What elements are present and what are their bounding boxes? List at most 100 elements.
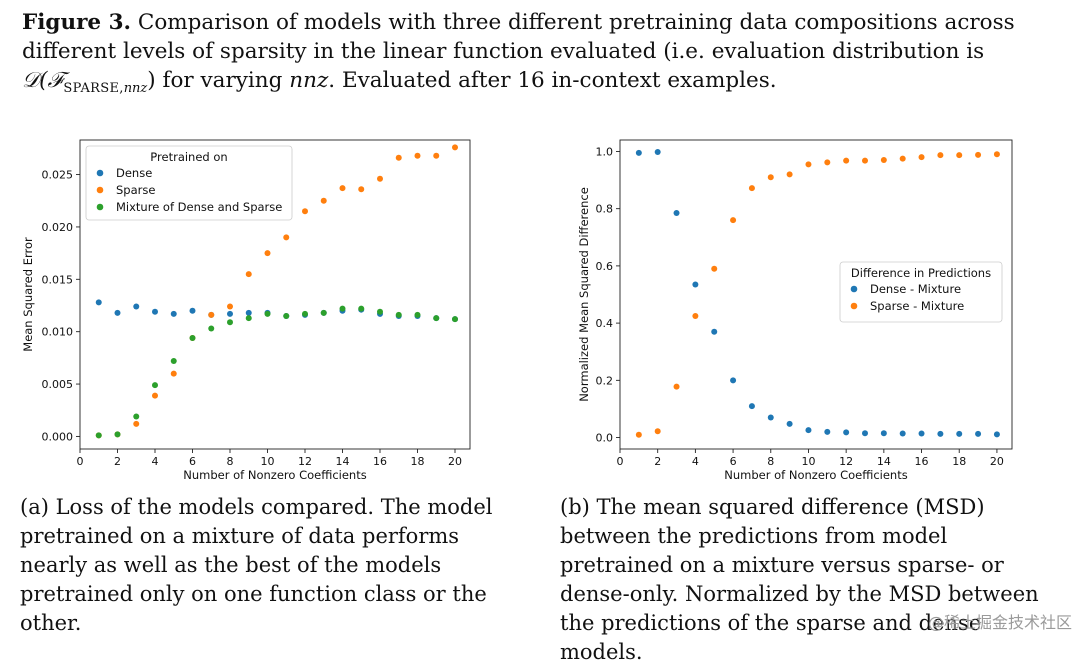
- caption-math-d: 𝒟(ℱ: [22, 68, 64, 93]
- data-point: [264, 310, 271, 317]
- legend-marker: [96, 186, 104, 194]
- y-tick-label: 0.025: [42, 169, 74, 182]
- data-point: [95, 432, 102, 439]
- y-tick-label: 0.005: [42, 378, 74, 391]
- x-tick-label: 12: [839, 455, 853, 468]
- data-point: [433, 152, 440, 159]
- data-point: [283, 312, 290, 319]
- data-point: [170, 370, 177, 377]
- data-point: [993, 151, 1000, 158]
- data-point: [395, 311, 402, 318]
- data-point: [227, 319, 233, 326]
- x-tick-label: 2: [654, 455, 661, 468]
- data-point: [395, 154, 402, 161]
- data-point: [918, 430, 925, 437]
- x-tick-label: 0: [617, 455, 624, 468]
- data-point: [880, 157, 887, 164]
- data-point: [358, 186, 365, 193]
- data-point: [452, 316, 458, 323]
- data-point: [786, 420, 793, 427]
- data-point: [152, 308, 158, 315]
- y-tick-label: 0.4: [596, 317, 614, 330]
- data-point: [937, 152, 944, 159]
- x-tick-label: 8: [227, 455, 234, 468]
- data-point: [189, 307, 196, 314]
- data-point: [414, 311, 421, 318]
- subcaption-b: (b) The mean squared difference (MSD) be…: [560, 495, 1039, 664]
- data-point: [227, 310, 233, 317]
- data-point: [114, 309, 121, 316]
- data-point: [302, 310, 308, 317]
- plot-frame: [619, 139, 1013, 450]
- data-point: [320, 309, 327, 316]
- x-tick-label: 4: [692, 455, 699, 468]
- data-point: [452, 144, 458, 151]
- data-point: [133, 420, 140, 427]
- data-point: [339, 185, 346, 192]
- data-point: [635, 149, 642, 156]
- x-tick-label: 18: [411, 455, 425, 468]
- legend-box: [839, 261, 1003, 323]
- x-tick-label: 6: [730, 455, 737, 468]
- x-axis-label: Number of Nonzero Coefficients: [724, 468, 907, 482]
- data-point: [918, 154, 925, 161]
- subcaption-a: (a) Loss of the models compared. The mod…: [20, 495, 493, 635]
- legend-marker: [850, 285, 858, 293]
- y-tick-label: 0.020: [42, 221, 74, 234]
- plot-frame: [79, 139, 471, 450]
- data-point: [133, 303, 140, 310]
- data-point: [899, 155, 906, 162]
- data-point: [114, 431, 121, 438]
- data-point: [377, 175, 383, 182]
- x-tick-label: 4: [152, 455, 159, 468]
- legend-entry: Mixture of Dense and Sparse: [116, 200, 282, 214]
- legend-entry: Sparse - Mixture: [870, 299, 964, 313]
- data-point: [358, 305, 365, 312]
- data-point: [748, 185, 755, 192]
- legend-marker: [96, 169, 104, 177]
- data-point: [654, 428, 661, 435]
- data-point: [993, 431, 1000, 438]
- data-point: [711, 328, 718, 335]
- caption-math-close: ): [147, 68, 156, 93]
- y-axis-label: Normalized Mean Squared Difference: [577, 187, 591, 402]
- data-point: [433, 315, 440, 322]
- data-point: [414, 152, 421, 159]
- data-point: [320, 197, 327, 204]
- x-tick-label: 20: [448, 455, 462, 468]
- data-point: [975, 430, 982, 437]
- x-tick-label: 20: [990, 455, 1004, 468]
- x-tick-label: 2: [114, 455, 121, 468]
- caption-text-3: . Evaluated after 16 in-context examples…: [328, 68, 777, 93]
- caption-text-2: for varying: [155, 68, 290, 93]
- data-point: [245, 309, 252, 316]
- y-axis-label: Mean Squared Error: [21, 237, 35, 352]
- data-point: [880, 430, 887, 437]
- y-tick-label: 0.010: [42, 326, 74, 339]
- y-tick-label: 0.000: [42, 430, 74, 443]
- data-point: [245, 315, 252, 322]
- data-point: [862, 430, 868, 437]
- data-point: [264, 250, 271, 257]
- data-point: [95, 299, 102, 306]
- data-point: [133, 413, 140, 420]
- data-point: [862, 157, 868, 164]
- data-point: [748, 403, 755, 410]
- legend-box: [85, 145, 293, 221]
- data-point: [170, 310, 177, 317]
- data-point: [208, 325, 215, 332]
- data-point: [283, 234, 290, 241]
- data-point: [245, 271, 252, 278]
- y-tick-label: 0.2: [596, 374, 614, 387]
- data-point: [824, 159, 831, 166]
- data-point: [189, 334, 196, 341]
- data-point: [730, 377, 737, 384]
- legend-marker: [96, 203, 104, 211]
- x-tick-label: 10: [261, 455, 275, 468]
- data-point: [152, 382, 158, 389]
- x-tick-label: 8: [767, 455, 774, 468]
- data-point: [339, 305, 346, 312]
- chart-msd: 0 2 4 6 8 10 12 14 16 18 20 0.0 0.2 0.4 0.6 0.8 1.0 Numbe…: [577, 139, 1013, 482]
- data-point: [786, 171, 793, 178]
- x-tick-label: 6: [189, 455, 196, 468]
